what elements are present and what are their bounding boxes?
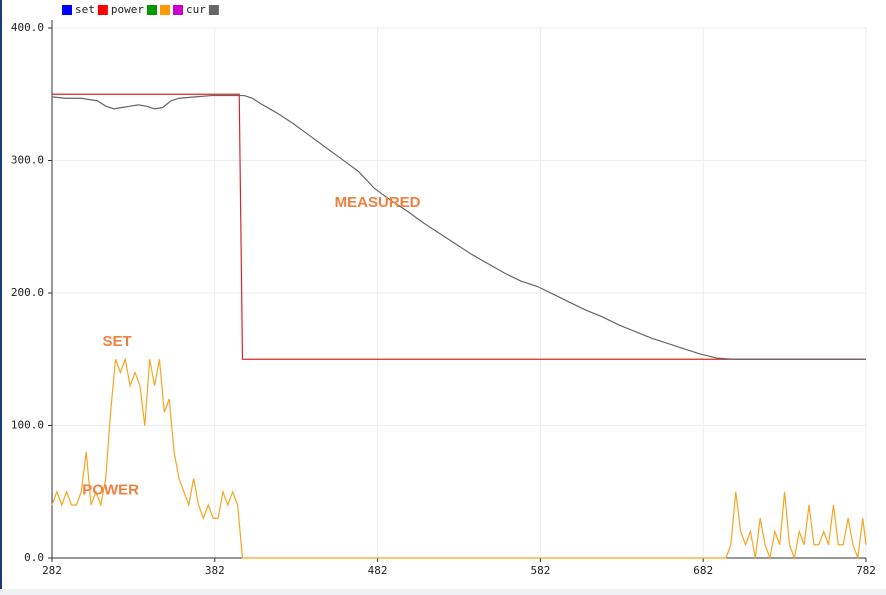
series-line bbox=[51, 356, 867, 561]
x-tick-label: 582 bbox=[530, 564, 550, 577]
legend-swatch bbox=[62, 5, 72, 15]
y-tick-label: 300.0 bbox=[11, 154, 44, 167]
series-line bbox=[51, 94, 866, 360]
legend-label: cur bbox=[186, 3, 206, 16]
legend-swatch bbox=[208, 5, 219, 15]
x-tick-label: 382 bbox=[205, 564, 225, 577]
x-tick-label: 282 bbox=[42, 564, 62, 577]
legend-swatch bbox=[160, 5, 170, 15]
annotation: POWER bbox=[82, 481, 139, 498]
left-border bbox=[0, 0, 2, 595]
bottom-strip bbox=[0, 589, 886, 595]
legend-swatch bbox=[173, 5, 183, 15]
x-tick-label: 782 bbox=[856, 564, 876, 577]
x-tick-label: 482 bbox=[368, 564, 388, 577]
annotation: MEASURED bbox=[335, 194, 421, 211]
x-tick-label: 682 bbox=[693, 564, 713, 577]
y-tick-label: 200.0 bbox=[11, 286, 44, 299]
series-line bbox=[52, 93, 866, 360]
legend-label: set bbox=[75, 3, 95, 16]
legend-label: power bbox=[111, 3, 144, 16]
legend-swatch bbox=[147, 5, 157, 15]
annotation: SET bbox=[103, 333, 132, 350]
y-tick-label: 0.0 bbox=[24, 551, 44, 564]
y-tick-label: 400.0 bbox=[11, 21, 44, 34]
y-tick-label: 100.0 bbox=[11, 419, 44, 432]
legend-swatch bbox=[97, 5, 108, 15]
